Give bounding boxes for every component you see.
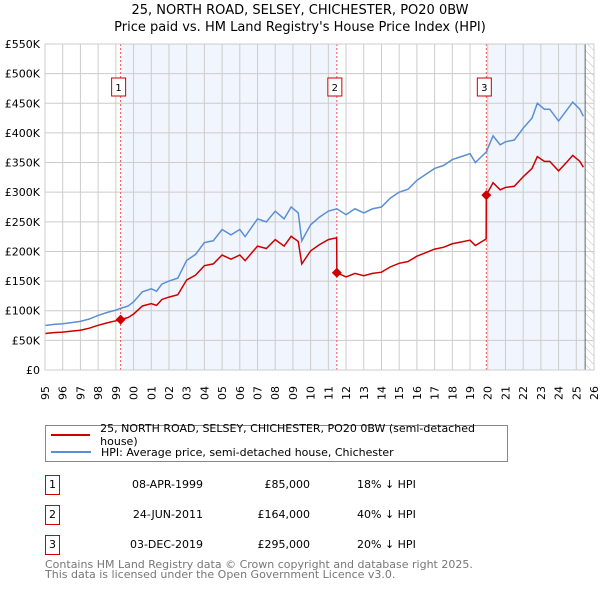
- x-tick-label: 1995: [39, 386, 52, 400]
- x-tick-label: 2021: [499, 386, 512, 400]
- x-tick-label: 2004: [198, 386, 211, 400]
- x-tick-label: 2026: [588, 386, 600, 400]
- sale-label: 1: [115, 83, 121, 94]
- y-tick-label: £500K: [5, 68, 41, 81]
- legend-label: HPI: Average price, semi-detached house,…: [101, 445, 394, 459]
- table-row: 2 24-JUN-2011 £164,000 40% ↓ HPI: [45, 505, 445, 525]
- x-tick-label: 1997: [74, 386, 87, 400]
- footer-licence: This data is licensed under the Open Gov…: [45, 568, 396, 581]
- legend-label: 25, NORTH ROAD, SELSEY, CHICHESTER, PO20…: [100, 422, 475, 448]
- y-tick-label: £250K: [5, 216, 41, 229]
- sale-date: 24-JUN-2011: [132, 508, 203, 521]
- chart-subtitle: Price paid vs. HM Land Registry's House …: [114, 20, 486, 35]
- sale-hpi: 40% ↓ HPI: [357, 508, 416, 521]
- sale-hpi: 18% ↓ HPI: [357, 478, 416, 491]
- legend-item-hpi: HPI: Average price, semi-detached house,…: [51, 444, 394, 460]
- ownership-band: [120, 44, 337, 370]
- y-tick-label: £150K: [5, 275, 41, 288]
- x-tick-label: 1999: [110, 386, 123, 400]
- x-tick-label: 2024: [553, 386, 566, 400]
- footer-copyright: Contains HM Land Registry data © Crown c…: [45, 558, 473, 571]
- legend-swatch-blue: [51, 451, 91, 453]
- sale-label: 3: [481, 83, 487, 94]
- forecast-hatch: [585, 44, 594, 370]
- legend-item-property: 25, NORTH ROAD, SELSEY, CHICHESTER, PO20…: [51, 422, 507, 448]
- x-tick-label: 2003: [181, 386, 194, 400]
- y-tick-label: £450K: [5, 97, 41, 110]
- x-tick-label: 2008: [269, 386, 282, 400]
- chart-title: 25, NORTH ROAD, SELSEY, CHICHESTER, PO20…: [131, 3, 469, 18]
- y-tick-label: £100K: [5, 305, 41, 318]
- x-tick-label: 2012: [340, 386, 353, 400]
- sale-price: £295,000: [257, 538, 311, 551]
- sale-label-box: [327, 77, 343, 97]
- sale-price: £164,000: [257, 508, 311, 521]
- sale-hpi: 20% ↓ HPI: [357, 538, 416, 551]
- x-tick-label: 2001: [145, 386, 158, 400]
- sale-point: [331, 267, 342, 278]
- y-tick-label: £550K: [5, 38, 41, 51]
- table-row: 1 08-APR-1999 £85,000 18% ↓ HPI: [45, 475, 445, 495]
- y-tick-label: £200K: [5, 245, 41, 258]
- x-tick-label: 2022: [517, 386, 530, 400]
- x-tick-label: 2020: [482, 386, 495, 400]
- x-tick-label: 2013: [358, 386, 371, 400]
- sale-label: 2: [332, 83, 338, 94]
- x-tick-label: 1998: [92, 386, 105, 400]
- x-tick-label: 2015: [393, 386, 406, 400]
- sale-price: £85,000: [264, 478, 311, 491]
- plot-border: [44, 43, 595, 371]
- sale-label-box: [111, 77, 127, 97]
- table-row: 3 03-DEC-2019 £295,000 20% ↓ HPI: [45, 535, 445, 555]
- sale-date: 08-APR-1999: [131, 478, 203, 491]
- x-tick-label: 2009: [287, 386, 300, 400]
- x-tick-label: 2010: [305, 386, 318, 400]
- y-tick-label: £0: [26, 364, 40, 377]
- sale-date: 03-DEC-2019: [129, 538, 203, 551]
- x-tick-label: 2011: [322, 386, 335, 400]
- x-tick-label: 2025: [570, 386, 583, 400]
- x-tick-label: 2016: [411, 386, 424, 400]
- price-paid-line: [44, 154, 585, 335]
- x-tick-label: 2018: [446, 386, 459, 400]
- x-tick-label: 1996: [57, 386, 70, 400]
- x-tick-label: 2017: [429, 386, 442, 400]
- x-tick-label: 2014: [375, 386, 388, 400]
- y-tick-label: £300K: [5, 186, 41, 199]
- sale-point: [481, 190, 492, 201]
- x-tick-label: 2023: [535, 386, 548, 400]
- sale-marker: 3: [45, 535, 60, 555]
- x-tick-label: 2000: [128, 386, 141, 400]
- x-tick-label: 2006: [234, 386, 247, 400]
- y-tick-label: £350K: [5, 157, 41, 170]
- legend: 25, NORTH ROAD, SELSEY, CHICHESTER, PO20…: [45, 422, 508, 462]
- x-tick-label: 2007: [252, 386, 265, 400]
- sale-point: [115, 314, 126, 325]
- legend-swatch-red: [51, 434, 91, 436]
- hpi-line: [44, 100, 585, 327]
- ownership-band: [486, 44, 586, 370]
- x-tick-label: 2005: [216, 386, 229, 400]
- y-tick-label: £400K: [5, 127, 41, 140]
- x-tick-label: 2019: [464, 386, 477, 400]
- sale-marker: 1: [45, 475, 60, 495]
- x-tick-label: 2002: [163, 386, 176, 400]
- footer: Contains HM Land Registry data © Crown c…: [45, 558, 473, 581]
- sale-label-box: [476, 77, 492, 97]
- sale-marker: 2: [45, 505, 60, 525]
- y-tick-label: £50K: [12, 334, 41, 347]
- price-chart: 1995 1996 1997 1998 1999 2000 2001 2002 2003 2004…: [5, 38, 600, 400]
